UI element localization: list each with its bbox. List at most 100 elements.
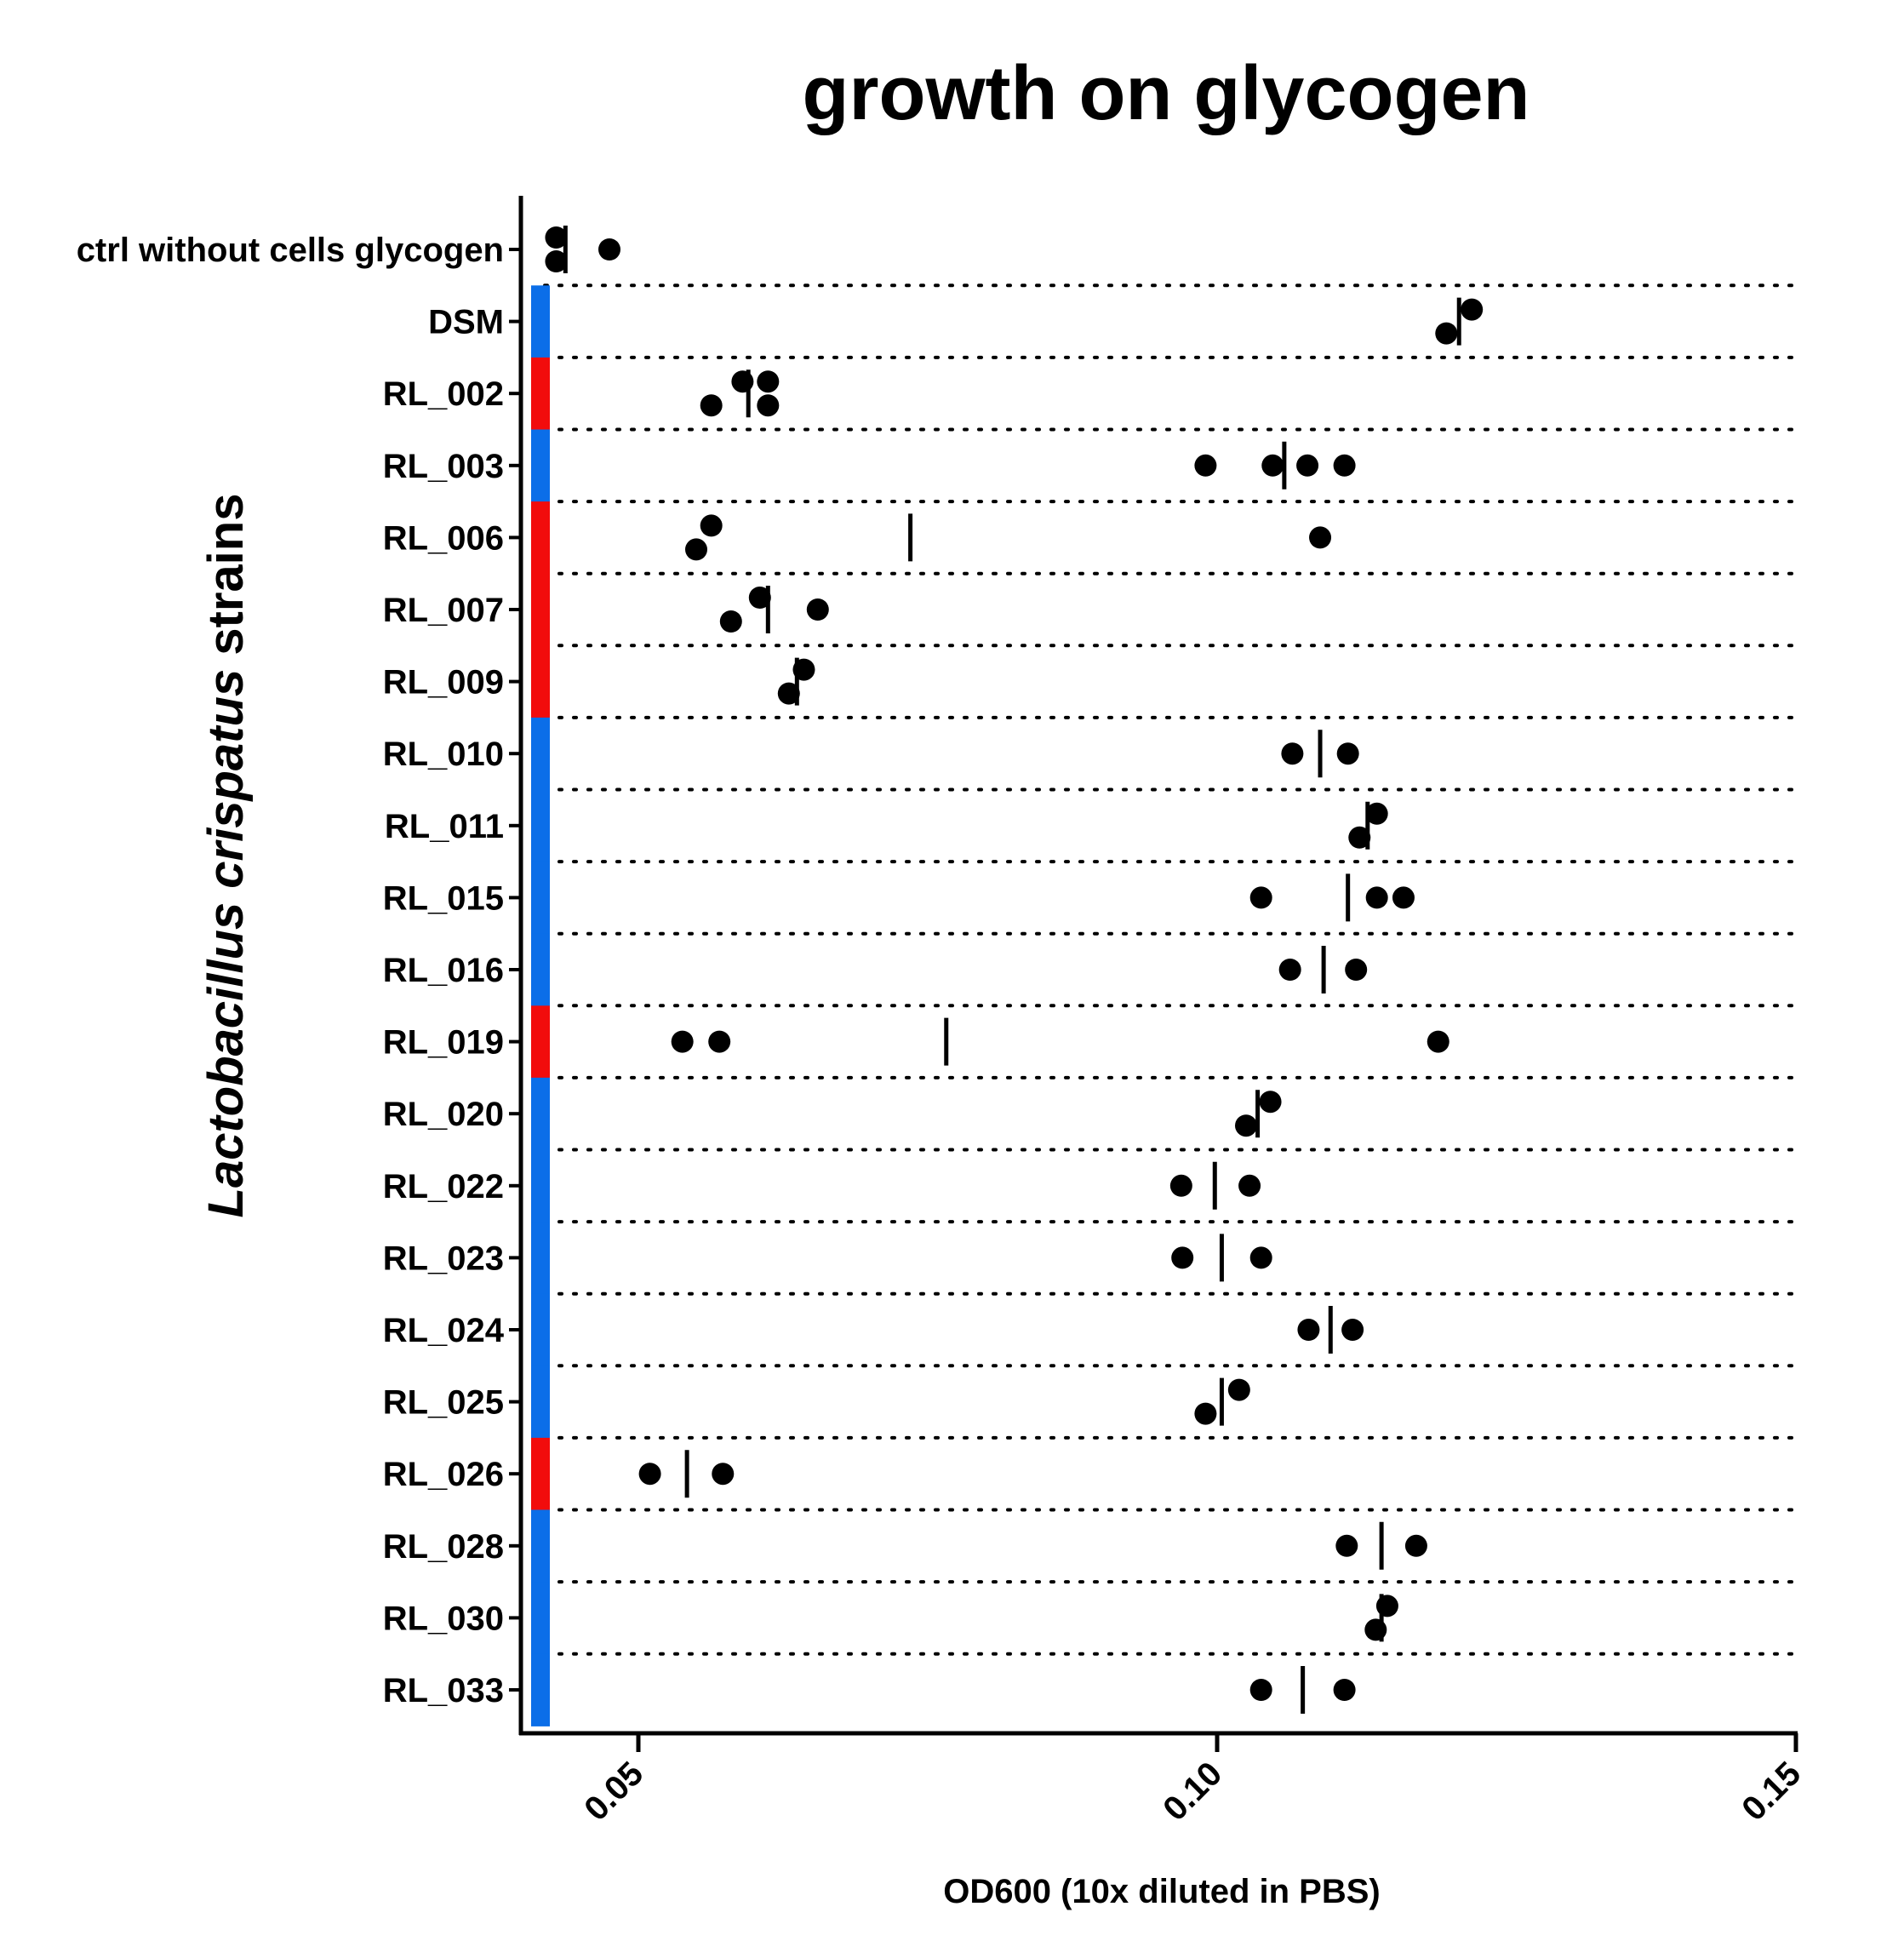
category-label: RL_033 bbox=[383, 1672, 504, 1709]
data-point bbox=[1435, 322, 1458, 345]
category-label: RL_019 bbox=[383, 1024, 504, 1062]
row-separators bbox=[543, 283, 1798, 1656]
category-label: RL_022 bbox=[383, 1168, 504, 1205]
data-point bbox=[1297, 1319, 1320, 1341]
data-point bbox=[1171, 1246, 1194, 1269]
data-point bbox=[700, 514, 723, 537]
category-labels: ctrl without cells glycogen DSM RL_002 RL_0… bbox=[77, 232, 521, 1709]
group-bar-blue bbox=[531, 1222, 550, 1295]
x-axis-ticks: 0.05 0.10 0.15 bbox=[577, 1733, 1808, 1828]
category-label: RL_020 bbox=[383, 1096, 504, 1133]
data-point bbox=[1249, 886, 1272, 909]
data-point bbox=[1249, 1679, 1272, 1701]
data-point bbox=[1336, 742, 1359, 765]
data-point bbox=[712, 1463, 735, 1486]
y-axis-label: Lactobacillus crispatus strains bbox=[198, 494, 254, 1218]
data-point bbox=[1365, 886, 1388, 909]
category-label: RL_007 bbox=[383, 592, 504, 629]
group-bar-red bbox=[531, 645, 550, 719]
data-point bbox=[757, 394, 780, 417]
data-point bbox=[1227, 1378, 1250, 1401]
data-point bbox=[1427, 1030, 1449, 1053]
data-point bbox=[1345, 959, 1368, 981]
data-point bbox=[777, 682, 800, 705]
data-point bbox=[1348, 826, 1371, 849]
x-tick-label: 0.10 bbox=[1156, 1755, 1229, 1828]
data-point bbox=[1278, 959, 1301, 981]
category-label: RL_023 bbox=[383, 1240, 504, 1277]
group-bar-blue bbox=[531, 1077, 550, 1151]
x-tick-label: 0.05 bbox=[577, 1755, 650, 1828]
data-point bbox=[1259, 1091, 1282, 1114]
group-bar-red bbox=[531, 357, 550, 431]
group-color-bars bbox=[531, 285, 550, 1726]
y-axis-title: Lactobacillus crispatus strains bbox=[198, 494, 254, 1218]
data-point bbox=[1333, 1679, 1356, 1701]
data-point bbox=[1194, 454, 1217, 477]
category-label: DSM bbox=[428, 304, 504, 341]
y-axis-label-part-1: strains bbox=[198, 494, 254, 669]
category-label: RL_011 bbox=[385, 808, 504, 845]
group-bar-blue bbox=[531, 717, 550, 791]
data-point bbox=[638, 1463, 661, 1486]
data-point bbox=[598, 238, 620, 261]
data-point bbox=[1238, 1174, 1261, 1197]
axes bbox=[518, 196, 1798, 1736]
chart-title: growth on glycogen bbox=[803, 51, 1530, 136]
data-point bbox=[1296, 454, 1319, 477]
data-point bbox=[708, 1030, 731, 1053]
data-point bbox=[545, 250, 568, 272]
group-bar-blue bbox=[531, 789, 550, 862]
data-point bbox=[806, 598, 829, 621]
group-bar-blue bbox=[531, 1582, 550, 1655]
data-point bbox=[1249, 1246, 1272, 1269]
data-point bbox=[671, 1030, 694, 1053]
data-point bbox=[1169, 1174, 1192, 1197]
data-point bbox=[1461, 298, 1484, 321]
data-point bbox=[1333, 454, 1356, 477]
category-label: RL_015 bbox=[383, 879, 504, 917]
group-bar-red bbox=[531, 501, 550, 575]
data-point bbox=[1365, 802, 1388, 825]
category-label: RL_002 bbox=[383, 375, 504, 413]
category-label: RL_026 bbox=[383, 1456, 504, 1493]
data-point bbox=[1335, 1534, 1358, 1557]
category-label: RL_009 bbox=[383, 664, 504, 701]
group-bar-blue bbox=[531, 1293, 550, 1366]
data-point bbox=[1194, 1402, 1217, 1425]
data-point bbox=[1281, 742, 1304, 765]
group-bar-blue bbox=[531, 1366, 550, 1439]
data-point bbox=[719, 610, 742, 633]
data-point bbox=[1341, 1319, 1364, 1341]
group-bar-blue bbox=[531, 862, 550, 935]
group-bar-blue bbox=[531, 1509, 550, 1583]
data-point bbox=[1235, 1114, 1257, 1137]
data-point bbox=[685, 538, 707, 561]
category-label: RL_025 bbox=[383, 1384, 504, 1422]
median-lines bbox=[563, 226, 1461, 1714]
data-point bbox=[545, 226, 568, 249]
group-bar-blue bbox=[531, 285, 550, 358]
data-point bbox=[1309, 526, 1332, 549]
group-bar-blue bbox=[531, 1149, 550, 1222]
data-point bbox=[748, 587, 771, 609]
y-axis-label-part-0: Lactobacillus crispatus bbox=[198, 669, 254, 1218]
category-label: RL_016 bbox=[383, 952, 504, 989]
data-point bbox=[757, 370, 780, 393]
x-axis-label: OD600 (10x diluted in PBS) bbox=[943, 1873, 1380, 1910]
data-point bbox=[700, 394, 723, 417]
group-bar-red bbox=[531, 1005, 550, 1079]
category-label: RL_003 bbox=[383, 448, 504, 485]
group-bar-blue bbox=[531, 933, 550, 1006]
category-label: ctrl without cells glycogen bbox=[77, 232, 504, 269]
group-bar-blue bbox=[531, 1653, 550, 1726]
category-label: RL_006 bbox=[383, 519, 504, 557]
category-label: RL_028 bbox=[383, 1528, 504, 1566]
data-point bbox=[1392, 886, 1415, 909]
data-point bbox=[1404, 1534, 1427, 1557]
group-bar-red bbox=[531, 1437, 550, 1511]
data-point bbox=[1261, 454, 1284, 477]
category-label: RL_024 bbox=[383, 1312, 505, 1349]
category-label: RL_030 bbox=[383, 1600, 504, 1637]
